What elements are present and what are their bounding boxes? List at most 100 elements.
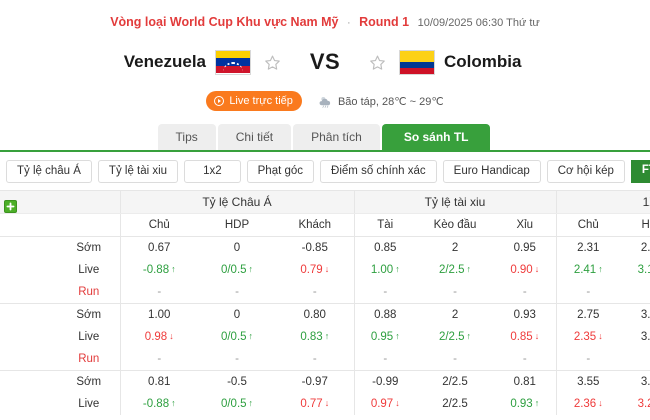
odds-cell[interactable]: - bbox=[620, 348, 650, 371]
odds-cell[interactable]: 0.67 bbox=[120, 237, 198, 260]
odds-cell[interactable]: 0.77 ↓ bbox=[276, 393, 354, 415]
odds-cell[interactable]: 0.98 ↓ bbox=[120, 326, 198, 348]
odds-cell[interactable]: 0/0.5 ↑ bbox=[198, 393, 276, 415]
odds-value: 0.93 bbox=[510, 398, 533, 410]
odds-cell[interactable]: -0.88 ↑ bbox=[120, 393, 198, 415]
expand-rows-button[interactable] bbox=[4, 200, 17, 213]
odds-cell[interactable]: 0/0.5 ↑ bbox=[198, 259, 276, 281]
filter-chip-2[interactable]: Tỷ lệ tài xiu bbox=[97, 159, 179, 183]
odds-cell[interactable]: 2.36 ↓ bbox=[555, 393, 621, 415]
odds-cell[interactable]: 3.25 bbox=[620, 326, 650, 348]
table-row[interactable]: Run--------- bbox=[0, 348, 650, 371]
odds-cell[interactable]: 0.81 bbox=[494, 370, 557, 393]
tab-4[interactable]: So sánh TL bbox=[381, 124, 491, 150]
odds-cell[interactable]: - bbox=[620, 281, 650, 304]
odds-cell[interactable]: - bbox=[353, 348, 417, 371]
odds-cell[interactable]: - bbox=[353, 281, 417, 304]
live-stream-button[interactable]: Live trực tiếp bbox=[206, 91, 302, 111]
odds-cell[interactable]: -0.85 bbox=[276, 237, 354, 260]
league-name[interactable]: Vòng loại World Cup Khu vực Nam Mỹ bbox=[110, 15, 339, 29]
filter-chip-6[interactable]: Euro Handicap bbox=[442, 159, 541, 183]
filter-chip-5[interactable]: Điểm số chính xác bbox=[320, 159, 437, 183]
odds-cell[interactable]: 0.93 ↑ bbox=[494, 393, 556, 415]
tab-2[interactable]: Chi tiết bbox=[217, 124, 292, 150]
table-row[interactable]: Live 0.98 ↓ 0/0.5 ↑ 0.83 ↑ 0.95 ↑ 2/2.5 ↑ 0.85 ↓ 2.35… bbox=[0, 326, 650, 348]
odds-cell[interactable]: 0.95 ↑ bbox=[353, 326, 417, 348]
odds-cell[interactable]: -0.88 ↑ bbox=[120, 259, 198, 281]
odds-cell[interactable]: -0.5 bbox=[198, 370, 276, 393]
odds-cell[interactable]: - bbox=[416, 281, 494, 304]
home-team-block: Venezuela bbox=[35, 49, 285, 75]
odds-cell[interactable]: - bbox=[120, 348, 198, 371]
arrow-up-icon: ↑ bbox=[395, 264, 400, 274]
star-outline-icon[interactable] bbox=[369, 54, 386, 71]
filter-chip-3[interactable]: 1x2 bbox=[184, 159, 241, 183]
odds-value: 0.77 bbox=[300, 398, 323, 410]
odds-cell[interactable]: 2 bbox=[416, 237, 494, 260]
filter-chip-7[interactable]: Cơ hội kép bbox=[546, 159, 625, 183]
table-row[interactable]: Sớm0.81-0.5-0.97-0.992/2.50.813.553.302.… bbox=[0, 370, 650, 393]
odds-cell[interactable]: -0.97 bbox=[276, 370, 355, 393]
odds-cell[interactable]: - bbox=[198, 281, 276, 304]
table-row[interactable]: Live -0.88 ↑ 0/0.5 ↑ 0.79 ↓ 1.00 ↑ 2/2.5 ↑ 0.90 ↓ 2.4… bbox=[0, 259, 650, 281]
odds-cell[interactable]: 0/0.5 ↑ bbox=[198, 326, 276, 348]
odds-cell[interactable]: - bbox=[416, 348, 494, 371]
odds-cell[interactable]: 2/2.5 bbox=[416, 393, 494, 415]
odds-cell[interactable]: 1.00 ↑ bbox=[353, 259, 417, 281]
filter-chip-1[interactable]: Tỷ lệ châu Á bbox=[6, 159, 92, 183]
odds-cell[interactable]: 2.41 ↑ bbox=[555, 259, 621, 281]
odds-cell[interactable]: 2.96 bbox=[620, 237, 650, 260]
odds-cell[interactable]: 2 bbox=[416, 303, 495, 326]
odds-cell[interactable]: 3.10↑ bbox=[620, 259, 650, 281]
odds-cell[interactable]: 2.31 bbox=[555, 236, 621, 259]
odds-cell[interactable]: 2/2.5 ↑ bbox=[416, 259, 494, 281]
home-team-name[interactable]: Venezuela bbox=[123, 52, 206, 71]
odds-cell[interactable]: - bbox=[198, 348, 276, 371]
odds-cell[interactable]: 0.85 ↓ bbox=[494, 326, 556, 348]
away-team-name[interactable]: Colombia bbox=[444, 52, 522, 71]
odds-cell[interactable]: 0 bbox=[198, 237, 276, 260]
odds-cell[interactable]: 2.35 ↓ bbox=[555, 326, 621, 348]
odds-cell[interactable]: 0.97 ↓ bbox=[353, 393, 417, 415]
venezuela-flag-icon bbox=[215, 49, 251, 75]
odds-cell[interactable]: 2/2.5 bbox=[416, 370, 495, 393]
ft-toggle-button[interactable]: FT bbox=[630, 159, 650, 183]
odds-cell[interactable]: 0.85 bbox=[353, 236, 417, 259]
odds-cell[interactable]: 2/2.5 ↑ bbox=[416, 326, 494, 348]
odds-cell[interactable]: 0.81 bbox=[120, 370, 198, 393]
odds-cell[interactable]: - bbox=[494, 281, 556, 304]
odds-cell[interactable]: 0.79 ↓ bbox=[276, 259, 354, 281]
filter-chip-4[interactable]: Phạt góc bbox=[246, 159, 315, 183]
odds-cell[interactable]: 3.30 bbox=[620, 370, 650, 393]
odds-cell[interactable]: - bbox=[555, 348, 621, 371]
odds-cell[interactable]: 0.88 bbox=[353, 303, 417, 326]
odds-value: - bbox=[157, 286, 162, 298]
arrow-up-icon: ↑ bbox=[324, 331, 330, 341]
odds-cell[interactable]: 0.90 ↓ bbox=[494, 259, 556, 281]
table-row[interactable]: Live -0.88 ↑ 0/0.5 ↑ 0.77 ↓ 0.97 ↓ 2/2.5 0.93 ↑ 2.36… bbox=[0, 393, 650, 415]
tab-1[interactable]: Tips bbox=[157, 124, 216, 150]
odds-cell[interactable]: - bbox=[276, 281, 354, 304]
odds-cell[interactable]: 3.25↓ bbox=[620, 393, 650, 415]
odds-cell[interactable]: 0 bbox=[198, 303, 276, 326]
odds-cell[interactable]: - bbox=[120, 281, 198, 304]
odds-cell[interactable]: 0.80 bbox=[276, 303, 355, 326]
odds-cell[interactable]: -0.99 bbox=[353, 370, 417, 393]
odds-cell[interactable]: - bbox=[555, 281, 621, 304]
odds-cell[interactable]: - bbox=[276, 348, 354, 371]
odds-cell[interactable]: - bbox=[494, 348, 556, 371]
odds-cell[interactable]: 0.95 bbox=[494, 237, 556, 260]
table-row[interactable]: Run--------- bbox=[0, 281, 650, 304]
away-team-block: Colombia bbox=[365, 49, 615, 75]
odds-cell[interactable]: 0.93 bbox=[494, 303, 557, 326]
odds-cell[interactable]: 3.25 bbox=[620, 303, 650, 326]
odds-cell[interactable]: 2.75 bbox=[555, 303, 621, 326]
odds-cell[interactable]: 0.83 ↑ bbox=[276, 326, 354, 348]
tab-3[interactable]: Phân tích bbox=[293, 124, 380, 150]
star-outline-icon[interactable] bbox=[264, 54, 281, 71]
odds-cell[interactable]: 3.55 bbox=[555, 370, 621, 393]
row-gutter bbox=[0, 303, 28, 326]
odds-cell[interactable]: 1.00 bbox=[120, 303, 198, 326]
